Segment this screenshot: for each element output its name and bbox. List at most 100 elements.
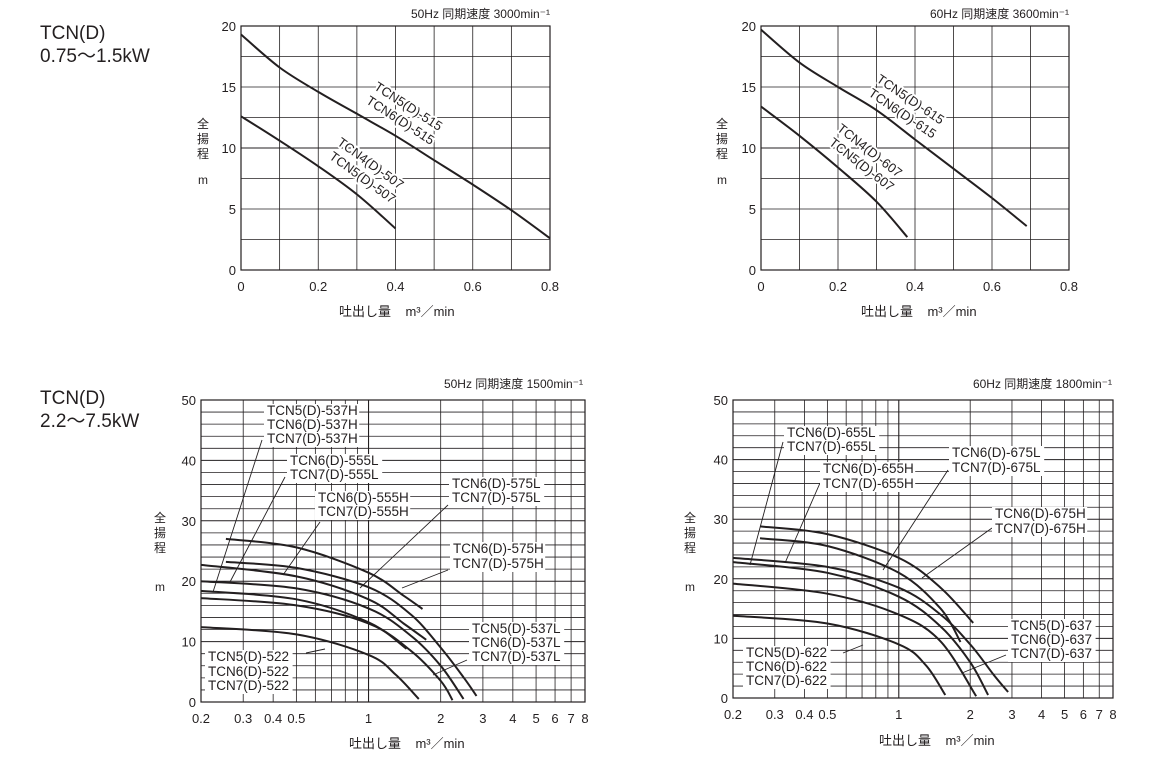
- y-tick-label: 50: [182, 393, 196, 408]
- x-tick-label: 8: [1109, 707, 1116, 722]
- y-axis-label: 全: [197, 116, 209, 131]
- plot-frame: [732, 399, 1114, 699]
- leader-line: [961, 654, 1007, 674]
- y-axis-label: 揚: [154, 526, 166, 540]
- x-tick-label: 0.3: [766, 707, 784, 722]
- x-tick-label: 0.4: [386, 279, 404, 294]
- y-tick-label: 0: [721, 691, 728, 706]
- y-axis-label: 全: [154, 510, 166, 525]
- model-name: TCN(D): [40, 388, 106, 409]
- curve-label: TCN5(D)-622: [746, 645, 827, 660]
- x-tick-label: 2: [437, 711, 444, 726]
- plot-frame: [200, 399, 586, 703]
- curve-label: TCN7(D)-522: [208, 678, 289, 693]
- curve-label: TCN6(D)-537H: [267, 417, 358, 432]
- series-1-curve: [760, 28, 1028, 227]
- y-tick-label: 10: [742, 141, 756, 156]
- chart-3: 0.2 0.3 0.4 0.5 1 2 3 4 5 6 7 8 0 10 20 30 40 50 50Hz 同期速度…: [154, 376, 589, 751]
- y-tick-label: 20: [222, 19, 236, 34]
- series-6-curve: [732, 614, 947, 696]
- x-tick-label: 0.4: [795, 707, 813, 722]
- chart-4: 0.2 0.3 0.4 0.5 1 2 3 4 5 6 7 8 0 10 20 30 40 50 60Hz 同期速度…: [684, 376, 1117, 748]
- power-range: 2.2〜7.5kW: [40, 411, 140, 432]
- curve-label: TCN6(D)-637: [1011, 632, 1092, 647]
- y-tick-label: 10: [714, 631, 728, 646]
- leader-line: [882, 469, 949, 571]
- y-axis-unit: m: [155, 580, 165, 594]
- curve-label-background: [264, 404, 360, 447]
- group-label-large-motors: TCN(D) 2.2〜7.5kW: [40, 387, 139, 433]
- curve-label: TCN6(D)-575H: [453, 541, 544, 556]
- y-tick-label: 30: [182, 514, 196, 529]
- curve-label: TCN7(D)-655H: [823, 476, 914, 491]
- x-tick-label: 6: [551, 711, 558, 726]
- leader-line: [432, 659, 468, 676]
- y-axis-unit: m: [198, 173, 208, 187]
- chart-title: 60Hz 同期速度 3600min⁻¹: [930, 6, 1069, 21]
- x-tick-label: 0.8: [1060, 279, 1078, 294]
- y-tick-label: 20: [182, 574, 196, 589]
- series-2-curve: [225, 560, 478, 697]
- chart-title: 50Hz 同期速度 3000min⁻¹: [411, 6, 550, 21]
- series-6-curve: [200, 597, 454, 701]
- x-tick-label: 0.4: [264, 711, 282, 726]
- leader-line: [784, 482, 821, 564]
- x-axis-label: 吐出し量: [861, 304, 913, 319]
- curve-label: TCN7(D)-675L: [952, 460, 1041, 475]
- curve-label: TCN5(D)-537H: [267, 403, 358, 418]
- curve-label: TCN7(D)-575L: [452, 490, 541, 505]
- x-axis-label: 吐出し量: [339, 304, 391, 319]
- plot-frame: [240, 25, 551, 271]
- x-tick-label: 7: [1096, 707, 1103, 722]
- curve-label: TCN7(D)-537L: [472, 649, 561, 664]
- y-axis-unit: m: [685, 580, 695, 594]
- leader-line: [842, 644, 864, 654]
- y-tick-label: 0: [229, 263, 236, 278]
- y-tick-label: 20: [742, 19, 756, 34]
- x-tick-label: 0.2: [829, 279, 847, 294]
- curve-label: TCN7(D)-537H: [267, 431, 358, 446]
- y-axis-label: 程: [154, 540, 166, 555]
- y-tick-label: 0: [749, 263, 756, 278]
- y-axis-label: 揚: [684, 526, 696, 540]
- y-tick-label: 15: [742, 80, 756, 95]
- x-tick-label: 0.2: [192, 711, 210, 726]
- curve-label-background: [315, 491, 411, 520]
- curve-label: TCN7(D)-555H: [318, 504, 409, 519]
- x-tick-label: 0.4: [906, 279, 924, 294]
- curve-label: TCN6(D)-555L: [290, 453, 379, 468]
- x-tick-label: 5: [1061, 707, 1068, 722]
- y-axis-label: 揚: [716, 132, 728, 146]
- series-1-curve: [225, 537, 424, 610]
- x-tick-label: 0.5: [287, 711, 305, 726]
- curve-label: TCN6(D)-655L: [787, 425, 876, 440]
- y-tick-label: 15: [222, 80, 236, 95]
- model-name: TCN(D): [40, 23, 106, 44]
- series-7-curve: [200, 626, 420, 700]
- y-tick-label: 10: [222, 141, 236, 156]
- x-axis-unit: m³／min: [405, 304, 454, 319]
- series-4-curve: [732, 561, 989, 696]
- x-tick-label: 0.8: [541, 279, 559, 294]
- x-tick-label: 0.2: [309, 279, 327, 294]
- curve-label: TCN6(D)-675L: [952, 445, 1041, 460]
- power-range: 0.75〜1.5kW: [40, 46, 150, 67]
- y-tick-label: 5: [229, 202, 236, 217]
- curve-label: TCN6(D)-522: [208, 664, 289, 679]
- series-3-curve: [200, 563, 427, 641]
- curve-label-background: [992, 507, 1088, 537]
- curve-label: TCN6(D)-537L: [472, 635, 561, 650]
- curve-label-background: [784, 426, 880, 455]
- curve-label: TCN7(D)-675H: [995, 521, 1086, 536]
- x-axis-unit: m³／min: [415, 736, 464, 751]
